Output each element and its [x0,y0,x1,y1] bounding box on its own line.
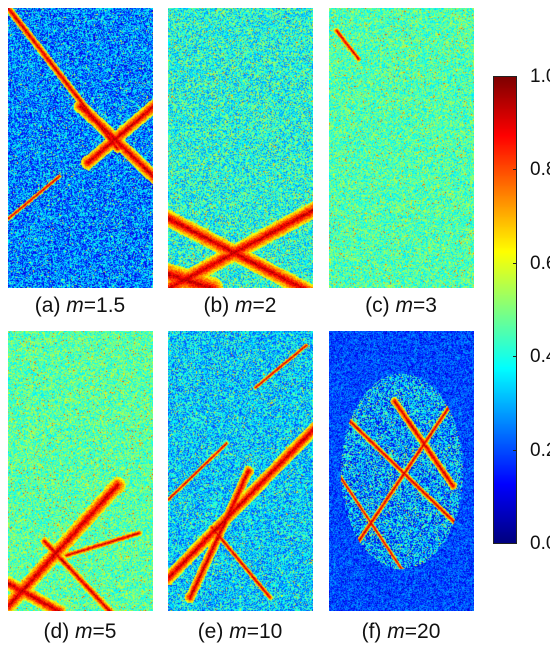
colorbar-gradient [494,77,516,543]
caption-c: (c) m=3 [365,294,437,317]
colorbar-tickmark [513,76,517,77]
panel-a [8,8,153,288]
colorbar-tickmark [513,356,517,357]
field-map-a [8,8,153,288]
colorbar-tick-label: 0.4 [530,346,550,367]
colorbar-tickmark [513,169,517,170]
panel-c [329,8,474,288]
colorbar-tick-label: 0.6 [530,253,550,274]
caption-d: (d) m=5 [43,620,117,643]
field-map-d [8,331,153,611]
caption-b: (b) m=2 [203,294,277,317]
colorbar-tickmark [513,450,517,451]
colorbar-tick-label: 0.2 [530,440,550,461]
colorbar-tick-label: 0.8 [530,159,550,180]
panel-f [329,331,474,611]
field-map-f [329,331,474,611]
caption-a: (a) m=1.5 [34,294,126,317]
panel-d [8,331,153,611]
field-map-c [329,8,474,288]
colorbar-tickmark [513,263,517,264]
caption-f: (f) m=20 [361,620,441,643]
panel-b [168,8,313,288]
colorbar-tick-label: 0.0 [530,533,550,554]
field-map-e [168,331,313,611]
colorbar-tick-label: 1.0 [530,66,550,87]
caption-e: (e) m=10 [197,620,283,643]
field-map-b [168,8,313,288]
colorbar-tickmark [513,543,517,544]
panel-e [168,331,313,611]
colorbar [493,76,517,544]
